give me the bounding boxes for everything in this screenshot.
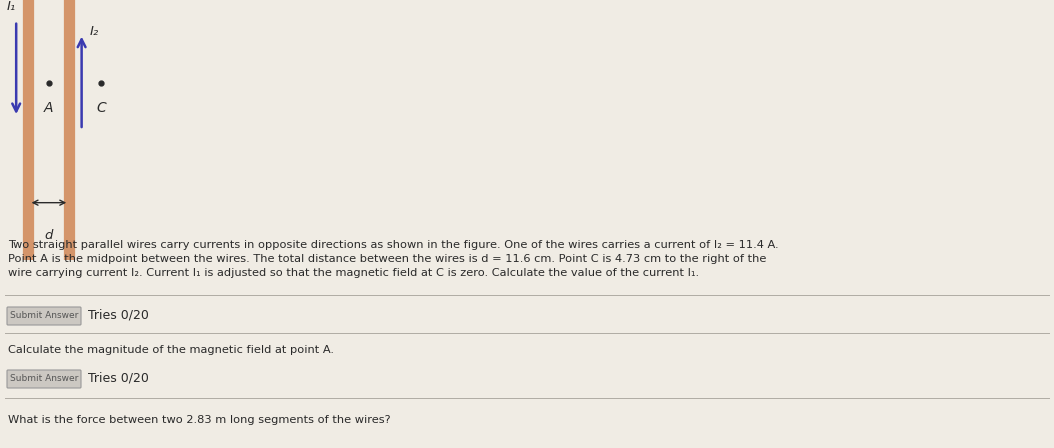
Text: Tries 0/20: Tries 0/20 [87,371,149,384]
FancyBboxPatch shape [7,370,81,388]
Text: Tries 0/20: Tries 0/20 [87,309,149,322]
Text: Two straight parallel wires carry currents in opposite directions as shown in th: Two straight parallel wires carry curren… [8,240,779,250]
FancyBboxPatch shape [7,307,81,325]
Text: Submit Answer: Submit Answer [9,310,78,319]
Text: A: A [44,101,54,115]
Text: wire carrying current I₂. Current I₁ is adjusted so that the magnetic field at C: wire carrying current I₂. Current I₁ is … [8,268,699,278]
Text: C: C [96,101,106,115]
Text: d: d [44,228,53,241]
Text: Point A is the midpoint between the wires. The total distance between the wires : Point A is the midpoint between the wire… [8,254,766,264]
Text: I₂: I₂ [90,25,99,38]
Text: What is the force between two 2.83 m long segments of the wires?: What is the force between two 2.83 m lon… [8,415,391,425]
Text: Submit Answer: Submit Answer [9,374,78,383]
Text: I₁: I₁ [6,0,16,13]
Text: Calculate the magnitude of the magnetic field at point A.: Calculate the magnitude of the magnetic … [8,345,334,355]
